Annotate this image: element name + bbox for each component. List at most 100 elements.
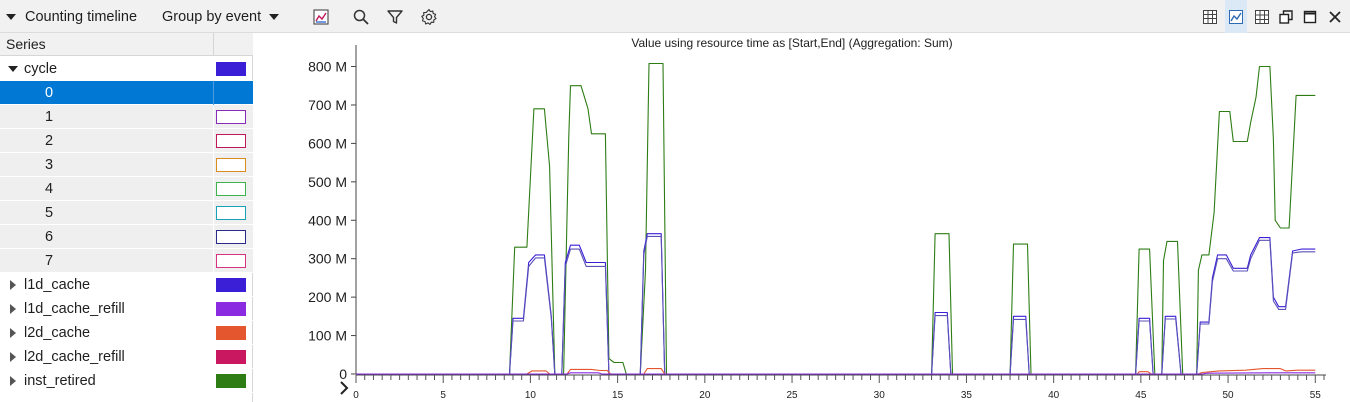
x-tick-label: 25 <box>786 390 798 401</box>
series-label: l2d_cache <box>24 325 91 341</box>
series-group-row[interactable]: l2d_cache <box>0 321 253 345</box>
series-group-row[interactable]: l1d_cache_refill <box>0 297 253 321</box>
column-divider <box>213 129 214 153</box>
series-color-swatch[interactable] <box>216 254 246 268</box>
y-tick-label: 500 M <box>308 174 347 190</box>
expand-right-icon[interactable] <box>10 304 16 314</box>
column-divider <box>213 105 214 129</box>
expand-right-icon[interactable] <box>10 328 16 338</box>
series-color-swatch[interactable] <box>216 302 246 316</box>
chevron-down-icon <box>269 13 280 20</box>
series-group-row[interactable]: l1d_cache <box>0 273 253 297</box>
x-tick-label: 45 <box>1135 390 1147 401</box>
series-child-row[interactable]: 5 <box>0 201 253 225</box>
series-child-row[interactable]: 6 <box>0 225 253 249</box>
series-label: inst_retired <box>24 373 96 389</box>
series-label: 7 <box>45 253 54 269</box>
restore-window-icon[interactable] <box>1275 0 1297 33</box>
series-line <box>356 368 1316 375</box>
series-column-header[interactable]: Series <box>0 33 253 56</box>
series-label: 1 <box>45 109 54 125</box>
series-color-swatch[interactable] <box>216 350 246 364</box>
counting-timeline-dropdown[interactable]: Counting timeline <box>6 0 137 33</box>
series-color-swatch[interactable] <box>216 182 246 196</box>
series-label: 4 <box>45 181 54 197</box>
series-child-row[interactable]: 3 <box>0 153 253 177</box>
series-color-swatch[interactable] <box>216 206 246 220</box>
expand-right-icon[interactable] <box>10 352 16 362</box>
column-divider <box>213 177 214 201</box>
expand-down-icon[interactable] <box>8 66 18 72</box>
expand-right-icon[interactable] <box>10 280 16 290</box>
series-child-row[interactable]: 1 <box>0 105 253 129</box>
series-group-row[interactable]: inst_retired <box>0 369 253 393</box>
y-tick-label: 800 M <box>308 59 347 75</box>
series-label: cycle <box>24 61 58 77</box>
chart-title: Value using resource time as [Start,End]… <box>631 36 953 50</box>
series-child-row[interactable]: 7 <box>0 249 253 273</box>
series-header-label: Series <box>6 36 46 52</box>
y-tick-label: 300 M <box>308 251 347 267</box>
x-tick-label: 20 <box>699 390 711 401</box>
x-tick-label: 40 <box>1048 390 1060 401</box>
y-tick-label: 100 M <box>308 328 347 344</box>
series-color-swatch[interactable] <box>216 62 246 76</box>
grid-view-icon[interactable] <box>1251 0 1273 33</box>
y-tick-label: 600 M <box>308 135 347 151</box>
panel-title: Counting timeline <box>25 8 138 25</box>
series-color-swatch[interactable] <box>216 374 246 388</box>
x-tick-label: 55 <box>1310 390 1322 401</box>
maximize-window-icon[interactable] <box>1299 0 1321 33</box>
x-tick-label: 35 <box>961 390 973 401</box>
expand-right-icon[interactable] <box>10 376 16 386</box>
y-tick-label: 400 M <box>308 212 347 228</box>
x-tick-label: 10 <box>525 390 537 401</box>
timeline-chevron-icon[interactable] <box>340 381 349 395</box>
series-color-swatch[interactable] <box>216 278 246 292</box>
filter-icon[interactable] <box>384 0 406 33</box>
column-divider <box>213 273 214 297</box>
series-line <box>356 62 1316 375</box>
table-view-icon[interactable] <box>1199 0 1221 33</box>
x-tick-label: 0 <box>353 390 359 401</box>
series-label: 5 <box>45 205 54 221</box>
column-divider <box>213 153 214 177</box>
counting-timeline-chart[interactable]: Value using resource time as [Start,End]… <box>258 33 1350 402</box>
series-label: l1d_cache_refill <box>24 301 125 317</box>
x-tick-label: 15 <box>612 390 624 401</box>
gear-icon[interactable] <box>418 0 440 33</box>
x-tick-label: 30 <box>874 390 886 401</box>
y-tick-label: 200 M <box>308 289 347 305</box>
series-label: 0 <box>45 85 54 101</box>
collapse-caret-icon <box>6 13 16 20</box>
series-child-row[interactable]: 4 <box>0 177 253 201</box>
column-divider <box>213 249 214 273</box>
series-child-row[interactable]: 0 <box>0 81 253 105</box>
column-divider[interactable] <box>213 33 214 56</box>
series-child-row[interactable]: 2 <box>0 129 253 153</box>
series-color-swatch[interactable] <box>216 326 246 340</box>
x-tick-label: 5 <box>440 390 446 401</box>
chart-image-icon[interactable] <box>310 0 332 33</box>
series-group-row[interactable]: l2d_cache_refill <box>0 345 253 369</box>
series-line <box>356 372 1316 375</box>
line-view-icon[interactable] <box>1225 0 1247 33</box>
series-group-row[interactable]: cycle <box>0 57 253 81</box>
x-tick-label: 50 <box>1223 390 1235 401</box>
series-label: 2 <box>45 133 54 149</box>
series-color-swatch[interactable] <box>216 134 246 148</box>
timeline-plot[interactable]: 0 100 M 200 M 300 M 400 M 500 M 600 M 700 M 800 … <box>258 33 1350 402</box>
series-color-swatch[interactable] <box>216 110 246 124</box>
y-tick-label: 0 <box>339 366 347 382</box>
column-divider <box>213 57 214 81</box>
column-divider <box>213 321 214 345</box>
series-line <box>356 235 1316 375</box>
group-by-dropdown[interactable]: Group by event <box>162 0 280 33</box>
series-color-swatch[interactable] <box>216 230 246 244</box>
search-icon[interactable] <box>350 0 372 33</box>
column-divider <box>213 225 214 249</box>
panel-toolbar: Counting timeline Group by event <box>0 0 1350 33</box>
close-icon[interactable] <box>1324 0 1346 33</box>
series-color-swatch[interactable] <box>216 158 246 172</box>
series-panel: Series cycle 0 1 2 3 4 5 6 7 l1d_cache l1d_cache_r… <box>0 33 253 402</box>
